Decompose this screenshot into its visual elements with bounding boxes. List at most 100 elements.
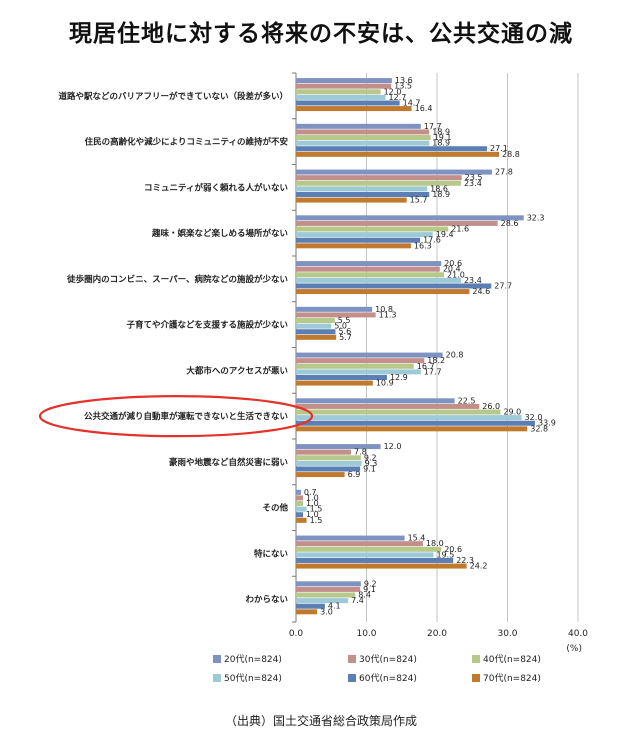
bar bbox=[296, 363, 414, 369]
data-label: 9.2 bbox=[364, 579, 377, 588]
source-note: （出典）国土交通省総合政策局作成 bbox=[224, 714, 417, 728]
legend-label: 30代(n=824) bbox=[359, 654, 417, 665]
bar bbox=[296, 369, 421, 375]
data-label: 10.8 bbox=[375, 305, 393, 314]
x-axis-unit: (%) bbox=[566, 644, 582, 654]
legend-swatch bbox=[472, 674, 480, 682]
data-label: 21.6 bbox=[451, 225, 469, 234]
bar bbox=[296, 266, 440, 272]
legend-label: 40代(n=824) bbox=[483, 654, 541, 665]
bar bbox=[296, 289, 470, 295]
bar-chart: 13.613.512.012.714.716.4道路や駅などのバリアフリーができ… bbox=[38, 72, 588, 684]
bar bbox=[296, 323, 332, 329]
x-tick-label: 40.0 bbox=[568, 629, 588, 639]
legend-label: 70代(n=824) bbox=[483, 673, 541, 684]
highlight-ellipse bbox=[38, 395, 314, 438]
data-label: 1.0 bbox=[306, 510, 319, 519]
data-label: 5.7 bbox=[339, 333, 352, 342]
bar bbox=[296, 283, 492, 289]
category-label: 住民の高齢化や減少によりコミュニティの維持が不安 bbox=[85, 137, 289, 148]
data-label: 21.0 bbox=[447, 270, 465, 279]
legend-swatch bbox=[348, 655, 356, 663]
bar bbox=[296, 563, 467, 569]
data-label: 10.9 bbox=[376, 379, 394, 388]
data-label: 8.4 bbox=[358, 591, 371, 600]
bar bbox=[296, 592, 356, 598]
category-label: 道路や駅などのバリアフリーができていない（段差が多い） bbox=[58, 91, 288, 102]
data-label: 13.5 bbox=[394, 82, 412, 91]
bar bbox=[296, 358, 425, 364]
category-label: 特にない bbox=[254, 548, 288, 559]
bar bbox=[296, 129, 430, 135]
data-label: 9.1 bbox=[363, 464, 376, 473]
bar bbox=[296, 220, 498, 226]
bar bbox=[296, 598, 349, 604]
data-label: 1.5 bbox=[310, 505, 323, 514]
bar bbox=[296, 277, 461, 283]
bar bbox=[296, 243, 411, 249]
bar bbox=[296, 426, 528, 432]
bar bbox=[296, 409, 501, 415]
data-label: 16.4 bbox=[415, 104, 433, 113]
data-label: 9.2 bbox=[364, 453, 377, 462]
bar bbox=[296, 403, 480, 409]
category-label: わからない bbox=[245, 595, 288, 605]
bar bbox=[296, 197, 407, 203]
data-label: 5.5 bbox=[338, 316, 351, 325]
bar bbox=[296, 444, 381, 450]
data-label: 18.9 bbox=[432, 139, 450, 148]
data-label: 19.1 bbox=[434, 133, 452, 142]
bar bbox=[296, 374, 387, 380]
x-tick-label: 30.0 bbox=[497, 629, 517, 639]
data-label: 5.0 bbox=[334, 322, 347, 331]
bar bbox=[296, 449, 351, 455]
legend-swatch bbox=[213, 655, 221, 663]
data-label: 23.4 bbox=[464, 179, 482, 188]
data-label: 1.0 bbox=[306, 493, 319, 502]
data-label: 32.0 bbox=[525, 413, 543, 422]
data-label: 15.7 bbox=[410, 196, 428, 205]
category-label: コミュニティが弱く頼れる人がいない bbox=[144, 182, 288, 193]
bar bbox=[296, 106, 412, 112]
bar bbox=[296, 586, 361, 592]
bar bbox=[296, 398, 455, 404]
data-label: 28.6 bbox=[501, 219, 519, 228]
bar bbox=[296, 94, 386, 100]
bar bbox=[296, 83, 392, 89]
bar bbox=[296, 506, 307, 512]
data-label: 26.0 bbox=[482, 402, 500, 411]
data-label: 1.5 bbox=[310, 516, 323, 525]
bar bbox=[296, 603, 325, 609]
bar bbox=[296, 78, 392, 84]
data-label: 18.9 bbox=[432, 127, 450, 136]
legend-label: 20代(n=824) bbox=[224, 654, 282, 665]
legend-swatch bbox=[472, 655, 480, 663]
data-label: 3.0 bbox=[320, 607, 333, 616]
data-label: 6.9 bbox=[348, 470, 361, 479]
category-label: 豪雨や地震など自然災害に弱い bbox=[169, 457, 288, 468]
data-label: 20.8 bbox=[446, 351, 464, 360]
bar bbox=[296, 352, 443, 358]
x-tick-label: 0.0 bbox=[289, 629, 304, 639]
bar bbox=[296, 151, 500, 157]
x-tick-label: 20.0 bbox=[427, 629, 447, 639]
bar bbox=[296, 146, 488, 152]
legend-swatch bbox=[348, 674, 356, 682]
bar bbox=[296, 272, 445, 278]
bar bbox=[296, 546, 442, 552]
bar bbox=[296, 135, 431, 141]
data-label: 16.7 bbox=[417, 362, 435, 371]
bar bbox=[296, 226, 449, 232]
data-label: 18.0 bbox=[426, 539, 444, 548]
bar bbox=[296, 180, 461, 186]
data-label: 18.2 bbox=[427, 356, 445, 365]
bar bbox=[296, 557, 454, 563]
data-label: 12.0 bbox=[384, 442, 402, 451]
data-label: 12.0 bbox=[384, 87, 402, 96]
bar bbox=[296, 329, 336, 335]
data-label: 18.9 bbox=[432, 190, 450, 199]
bar bbox=[296, 415, 522, 421]
bar bbox=[296, 472, 345, 478]
data-label: 12.7 bbox=[389, 93, 407, 102]
data-label: 20.4 bbox=[443, 265, 461, 274]
